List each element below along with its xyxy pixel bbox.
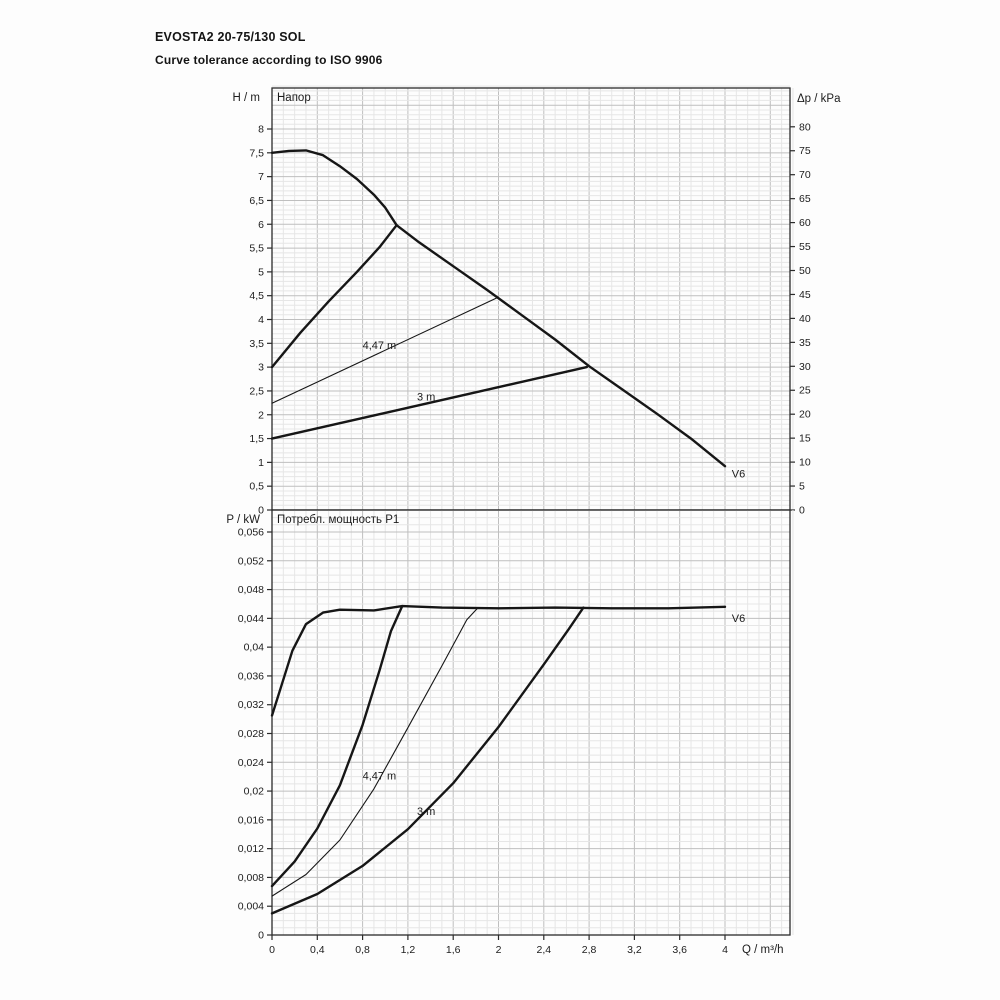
tick-label: 2,8 bbox=[582, 944, 597, 956]
head-grid bbox=[271, 85, 794, 511]
tick-label: 0,036 bbox=[238, 670, 264, 682]
tick-label: 40 bbox=[799, 313, 811, 325]
tick-label: 55 bbox=[799, 241, 811, 253]
tick-label: 5 bbox=[258, 266, 264, 278]
curve-prop-pressure-4-47m-head bbox=[271, 296, 500, 404]
tick-label: 0 bbox=[258, 930, 264, 942]
tick-label: 0,4 bbox=[310, 944, 325, 956]
tolerance-note: Curve tolerance according to ISO 9906 bbox=[155, 53, 383, 67]
tick-label: 0,012 bbox=[238, 843, 264, 855]
tick-label: 0,032 bbox=[238, 699, 264, 711]
curve-v6-head bbox=[270, 149, 727, 468]
tick-label: 0,028 bbox=[238, 728, 264, 740]
tick-label: 1,6 bbox=[446, 944, 461, 956]
tick-label: 6 bbox=[258, 219, 264, 231]
tick-label: 0,04 bbox=[244, 642, 265, 654]
curve-label: 3 m bbox=[417, 391, 435, 403]
tick-label: 1 bbox=[258, 457, 264, 469]
axis-title: Δp / kPa bbox=[797, 93, 841, 105]
tick-label: 0,056 bbox=[238, 526, 264, 538]
tick-label: 4 bbox=[258, 314, 264, 326]
axis-title: P / kW bbox=[226, 514, 260, 526]
curve-label: V6 bbox=[732, 469, 745, 481]
inner-title: Потребл. мощность P1 bbox=[277, 514, 399, 526]
tick-label: 5,5 bbox=[249, 243, 264, 255]
curve-label: V6 bbox=[732, 613, 745, 625]
tick-label: 0,016 bbox=[238, 814, 264, 826]
curve-label: 4,47 m bbox=[363, 340, 397, 352]
header: EVOSTA2 20-75/130 SOL Curve tolerance ac… bbox=[155, 30, 382, 67]
page-title: EVOSTA2 20-75/130 SOL bbox=[155, 30, 306, 44]
curve-max-power-boundary-power bbox=[270, 604, 404, 888]
tick-label: 0,004 bbox=[238, 901, 264, 913]
tick-label: 80 bbox=[799, 121, 811, 133]
curve-prop-pressure-4-47m-power bbox=[271, 607, 479, 897]
tick-label: 65 bbox=[799, 193, 811, 205]
tick-label: 0,008 bbox=[238, 872, 264, 884]
tick-label: 60 bbox=[799, 217, 811, 229]
tick-label: 1,5 bbox=[249, 433, 264, 445]
tick-label: 4 bbox=[722, 944, 728, 956]
tick-label: 0,044 bbox=[238, 613, 264, 625]
tick-label: 0,052 bbox=[238, 555, 264, 567]
tick-label: 3,5 bbox=[249, 338, 264, 350]
tick-label: 0 bbox=[799, 505, 805, 517]
tick-label: 50 bbox=[799, 265, 811, 277]
inner-title: Напор bbox=[277, 92, 311, 104]
tick-label: 45 bbox=[799, 289, 811, 301]
tick-label: 0,024 bbox=[238, 757, 264, 769]
curve-prop-pressure-3m-head bbox=[270, 365, 588, 440]
tick-label: 70 bbox=[799, 169, 811, 181]
tick-label: 20 bbox=[799, 409, 811, 421]
tick-label: 3,6 bbox=[672, 944, 687, 956]
tick-label: 8 bbox=[258, 124, 264, 136]
power-plot-border bbox=[271, 509, 791, 936]
tick-label: 15 bbox=[799, 433, 811, 445]
curve-max-power-boundary-head bbox=[270, 224, 398, 369]
curve-label: 3 m bbox=[417, 806, 435, 818]
tick-label: 2,4 bbox=[536, 944, 551, 956]
tick-label: 0,048 bbox=[238, 584, 264, 596]
tick-label: 2 bbox=[258, 409, 264, 421]
curve-label: 4,47 m bbox=[363, 771, 397, 783]
head-plot-border bbox=[271, 87, 791, 511]
tick-label: 2 bbox=[496, 944, 502, 956]
tick-label: 0,02 bbox=[244, 786, 265, 798]
tick-label: 6,5 bbox=[249, 195, 264, 207]
tick-label: 3 bbox=[258, 362, 264, 374]
tick-label: 2,5 bbox=[249, 385, 264, 397]
tick-label: 25 bbox=[799, 385, 811, 397]
tick-label: 35 bbox=[799, 337, 811, 349]
tick-label: 0 bbox=[258, 505, 264, 517]
head-chart: 00,511,522,533,544,555,566,577,580510152… bbox=[233, 85, 841, 517]
tick-label: 7 bbox=[258, 171, 264, 183]
tick-label: 1,2 bbox=[401, 944, 416, 956]
tick-label: 0,8 bbox=[355, 944, 370, 956]
axis-title: Q / m³/h bbox=[742, 944, 784, 956]
axis-title: H / m bbox=[233, 92, 260, 104]
tick-label: 7,5 bbox=[249, 147, 264, 159]
tick-label: 75 bbox=[799, 145, 811, 157]
curve-prop-pressure-3m-power bbox=[270, 606, 585, 915]
curve-v6-power bbox=[270, 604, 727, 717]
tick-label: 4,5 bbox=[249, 290, 264, 302]
power-chart: 0 0,004 0,008 0,012 0,016 0,02 0,024 0,028 0,032… bbox=[226, 509, 794, 956]
tick-label: 10 bbox=[799, 457, 811, 469]
power-grid bbox=[271, 509, 794, 936]
tick-label: 0 bbox=[269, 944, 275, 956]
tick-label: 30 bbox=[799, 361, 811, 373]
tick-label: 0,5 bbox=[249, 481, 264, 493]
tick-label: 5 bbox=[799, 481, 805, 493]
tick-label: 3,2 bbox=[627, 944, 642, 956]
